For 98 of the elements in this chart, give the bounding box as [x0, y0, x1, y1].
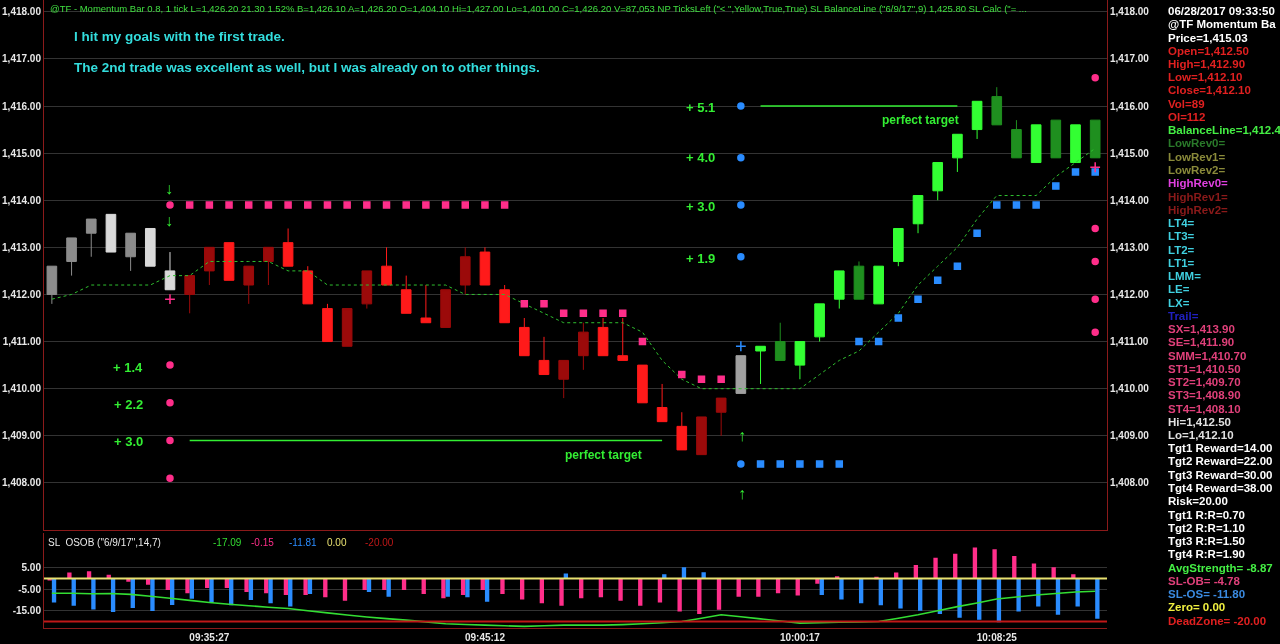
text: AvgStrength= -8.87: [1168, 562, 1273, 574]
y-tick-label: 1,417.00: [2, 53, 42, 65]
text: Close=1,412.10: [1168, 84, 1251, 96]
text: Trail=: [1168, 310, 1199, 322]
annotation: perfect target: [565, 448, 642, 462]
annotation: perfect target: [882, 113, 959, 127]
y-tick-label: 1,416.00: [2, 100, 42, 112]
text: HighRev1=: [1168, 191, 1229, 203]
text: LT2=: [1168, 244, 1195, 256]
text: Tgt2 R:R=1.10: [1168, 522, 1246, 534]
text: Zero= 0.00: [1168, 601, 1226, 613]
annotation: + 4.0: [686, 150, 716, 165]
text: LowRev2=: [1168, 164, 1226, 176]
annotation: -11.81: [289, 537, 318, 548]
annotation: The 2nd trade was excellent as well, but I was already on to other things.: [74, 60, 540, 75]
text: BalanceLine=1,412.4: [1168, 124, 1280, 136]
y2-tick-label: 1,418.00: [1110, 6, 1150, 18]
text: Tgt1 R:R=0.70: [1168, 509, 1246, 521]
text: LT3=: [1168, 230, 1195, 242]
text: SMM=1,410.70: [1168, 350, 1247, 362]
text: SX=1,413.90: [1168, 323, 1235, 335]
text: Tgt2 Reward=22.00: [1168, 455, 1273, 467]
annotation: 0.00: [327, 537, 347, 548]
y-tick-label: 1,414.00: [2, 194, 42, 206]
x-tick-label: 10:08:25: [976, 631, 1018, 643]
y2-tick-label: 1,413.00: [1110, 241, 1150, 253]
y-tick-label: 5.00: [21, 562, 42, 574]
annotation: + 1.9: [686, 251, 716, 266]
y2-tick-label: 1,417.00: [1110, 53, 1150, 65]
annotation: + 5.1: [686, 100, 716, 115]
text: LX=: [1168, 297, 1190, 309]
text: LT4=: [1168, 217, 1195, 229]
annotation: ↓: [165, 180, 173, 197]
text: ST4=1,408.10: [1168, 403, 1241, 415]
text: Tgt4 R:R=1.90: [1168, 548, 1246, 560]
y-tick-label: 1,412.00: [2, 288, 42, 300]
text: HighRev2=: [1168, 204, 1229, 216]
annotation: + 2.2: [114, 397, 144, 412]
text: Risk=20.00: [1168, 495, 1228, 507]
text: High=1,412.90: [1168, 58, 1246, 70]
y2-tick-label: 1,408.00: [1110, 477, 1150, 489]
text: SL-OB= -4.78: [1168, 575, 1241, 587]
y-tick-label: 1,411.00: [2, 336, 42, 348]
text: Open=1,412.50: [1168, 45, 1249, 57]
y-tick-label: 1,413.00: [2, 241, 42, 253]
chart-title: @TF - Momentum Bar 0.8, 1 tick L=1,426.20 21.30 1.52% B=1,426.10 A=1,426.20 O=1,404.10 Hi=1,427.00 Lo=1,401.00 C=1,426.20 V=87,053 NP TicksLeft ("< ",Yellow,True,True) SL BalanceLine ("6/9/17",9) 1,425.80 SL Calc ("= ...: [50, 3, 1027, 14]
annotation: + 1.4: [113, 360, 144, 375]
text: LE=: [1168, 283, 1190, 295]
text: Tgt4 Reward=38.00: [1168, 482, 1273, 494]
text: SE=1,411.90: [1168, 336, 1235, 348]
annotation: -20.00: [365, 537, 394, 548]
chart-title: SL OSOB ("6/9/17",14,7): [48, 537, 161, 548]
text: LT1=: [1168, 257, 1195, 269]
text: Vol=89: [1168, 98, 1205, 110]
text: Lo=1,412.10: [1168, 429, 1234, 441]
y-tick-label: -5.00: [18, 583, 42, 595]
y-tick-label: -15.00: [12, 605, 42, 617]
text: SL-OS= -11.80: [1168, 588, 1246, 600]
y2-tick-label: 1,416.00: [1110, 100, 1150, 112]
text: LMM=: [1168, 270, 1202, 282]
y-tick-label: 1,408.00: [2, 477, 42, 489]
y2-tick-label: 1,415.00: [1110, 147, 1150, 159]
x-tick-label: 09:35:27: [189, 631, 230, 643]
text: Low=1,412.10: [1168, 71, 1243, 83]
text: Tgt1 Reward=14.00: [1168, 442, 1273, 454]
y2-tick-label: 1,412.00: [1110, 288, 1150, 300]
x-tick-label: 09:45:12: [464, 631, 506, 643]
text: ST3=1,408.90: [1168, 389, 1241, 401]
y2-tick-label: 1,411.00: [1110, 336, 1149, 348]
annotation: I hit my goals with the first trade.: [74, 29, 285, 44]
text: 06/28/2017 09:33:50: [1168, 5, 1275, 17]
y-tick-label: 1,409.00: [2, 430, 42, 442]
text: Tgt3 Reward=30.00: [1168, 469, 1273, 481]
annotation: ↑: [738, 485, 746, 502]
y-tick-label: 1,418.00: [2, 6, 42, 18]
annotation: + 3.0: [686, 199, 716, 214]
text: DeadZone= -20.00: [1168, 615, 1267, 627]
y-tick-label: 1,410.00: [2, 383, 42, 395]
annotation: + 3.0: [114, 434, 144, 449]
annotation: ↓: [165, 212, 173, 229]
x-tick-label: 10:00:17: [779, 631, 821, 643]
y-tick-label: 1,415.00: [2, 147, 42, 159]
text: LowRev1=: [1168, 151, 1226, 163]
text: ST1=1,410.50: [1168, 363, 1241, 375]
annotation: -0.15: [251, 537, 275, 548]
text: ST2=1,409.70: [1168, 376, 1241, 388]
annotation: -17.09: [213, 537, 242, 548]
text: Price=1,415.03: [1168, 32, 1248, 44]
y2-tick-label: 1,409.00: [1110, 430, 1150, 442]
annotation: ↑: [738, 427, 746, 444]
text: Tgt3 R:R=1.50: [1168, 535, 1246, 547]
text: OI=112: [1168, 111, 1206, 123]
text: @TF Momentum Ba: [1168, 18, 1277, 30]
y2-tick-label: 1,414.00: [1110, 194, 1150, 206]
y2-tick-label: 1,410.00: [1110, 383, 1150, 395]
text: LowRev0=: [1168, 137, 1226, 149]
text: Hi=1,412.50: [1168, 416, 1231, 428]
text: HighRev0=: [1168, 177, 1229, 189]
